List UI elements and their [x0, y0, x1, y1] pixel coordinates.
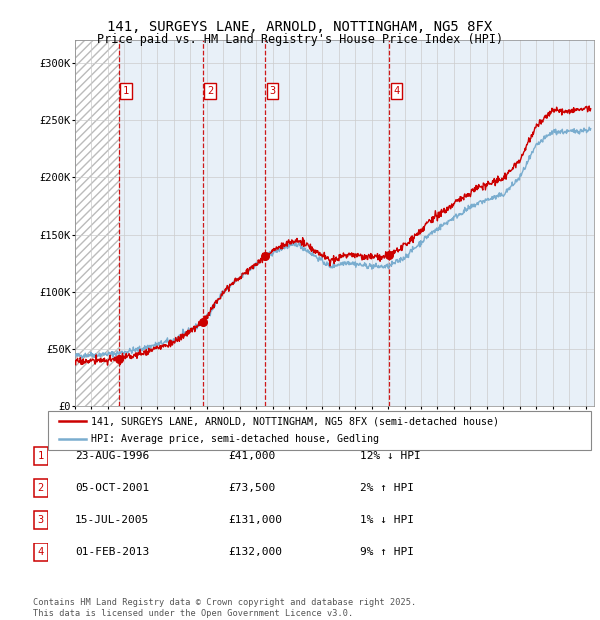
- Text: Price paid vs. HM Land Registry's House Price Index (HPI): Price paid vs. HM Land Registry's House …: [97, 33, 503, 46]
- FancyBboxPatch shape: [34, 479, 47, 497]
- Text: 2: 2: [38, 483, 44, 493]
- Text: 141, SURGEYS LANE, ARNOLD, NOTTINGHAM, NG5 8FX (semi-detached house): 141, SURGEYS LANE, ARNOLD, NOTTINGHAM, N…: [91, 417, 499, 427]
- FancyBboxPatch shape: [34, 544, 47, 561]
- Text: 2% ↑ HPI: 2% ↑ HPI: [360, 483, 414, 493]
- Text: 23-AUG-1996: 23-AUG-1996: [75, 451, 149, 461]
- Text: 2: 2: [207, 86, 213, 96]
- Text: Contains HM Land Registry data © Crown copyright and database right 2025.
This d: Contains HM Land Registry data © Crown c…: [33, 598, 416, 618]
- Bar: [75, 40, 119, 406]
- FancyBboxPatch shape: [34, 447, 47, 464]
- Text: 12% ↓ HPI: 12% ↓ HPI: [360, 451, 421, 461]
- Text: £132,000: £132,000: [228, 547, 282, 557]
- Text: 4: 4: [38, 547, 44, 557]
- Text: HPI: Average price, semi-detached house, Gedling: HPI: Average price, semi-detached house,…: [91, 434, 379, 444]
- Text: 1: 1: [122, 86, 129, 96]
- Text: 05-OCT-2001: 05-OCT-2001: [75, 483, 149, 493]
- Text: 4: 4: [394, 86, 400, 96]
- Text: £131,000: £131,000: [228, 515, 282, 525]
- Text: 01-FEB-2013: 01-FEB-2013: [75, 547, 149, 557]
- Text: 3: 3: [38, 515, 44, 525]
- FancyBboxPatch shape: [34, 512, 47, 529]
- Text: 9% ↑ HPI: 9% ↑ HPI: [360, 547, 414, 557]
- Text: 15-JUL-2005: 15-JUL-2005: [75, 515, 149, 525]
- Text: 3: 3: [269, 86, 275, 96]
- FancyBboxPatch shape: [48, 411, 591, 449]
- Text: 141, SURGEYS LANE, ARNOLD, NOTTINGHAM, NG5 8FX: 141, SURGEYS LANE, ARNOLD, NOTTINGHAM, N…: [107, 20, 493, 34]
- Text: 1% ↓ HPI: 1% ↓ HPI: [360, 515, 414, 525]
- Text: £73,500: £73,500: [228, 483, 275, 493]
- Text: £41,000: £41,000: [228, 451, 275, 461]
- Text: 1: 1: [38, 451, 44, 461]
